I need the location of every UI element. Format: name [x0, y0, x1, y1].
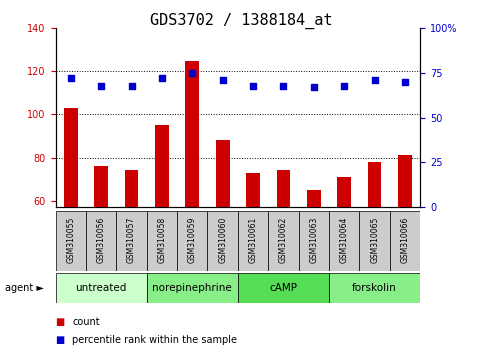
Bar — [359, 211, 390, 271]
Bar — [390, 211, 420, 271]
Point — [158, 75, 166, 81]
Bar — [208, 211, 238, 271]
Bar — [94, 166, 108, 330]
Text: GSM310058: GSM310058 — [157, 216, 167, 263]
Text: untreated: untreated — [75, 282, 127, 293]
Bar — [155, 125, 169, 330]
Text: GDS3702 / 1388184_at: GDS3702 / 1388184_at — [150, 12, 333, 29]
Bar — [298, 211, 329, 271]
Bar — [185, 61, 199, 330]
Bar — [368, 162, 382, 330]
Bar — [147, 273, 238, 303]
Text: ■: ■ — [56, 317, 65, 327]
Text: GSM310057: GSM310057 — [127, 216, 136, 263]
Bar — [125, 171, 138, 330]
Point — [128, 83, 135, 88]
Bar — [398, 155, 412, 330]
Text: ■: ■ — [56, 335, 65, 345]
Text: GSM310063: GSM310063 — [309, 216, 318, 263]
Bar — [56, 211, 86, 271]
Bar — [216, 140, 229, 330]
Text: GSM310056: GSM310056 — [97, 216, 106, 263]
Point — [310, 85, 318, 90]
Bar — [147, 211, 177, 271]
Point — [97, 83, 105, 88]
Bar — [307, 190, 321, 330]
Bar — [329, 273, 420, 303]
Bar — [329, 211, 359, 271]
Text: GSM310062: GSM310062 — [279, 216, 288, 263]
Bar — [177, 211, 208, 271]
Bar — [238, 273, 329, 303]
Point — [280, 83, 287, 88]
Text: count: count — [72, 317, 100, 327]
Point — [67, 75, 74, 81]
Text: GSM310065: GSM310065 — [370, 216, 379, 263]
Text: GSM310055: GSM310055 — [66, 216, 75, 263]
Text: GSM310066: GSM310066 — [400, 216, 410, 263]
Bar — [86, 211, 116, 271]
Bar — [238, 211, 268, 271]
Text: GSM310061: GSM310061 — [249, 216, 257, 263]
Bar — [338, 177, 351, 330]
Point — [249, 83, 257, 88]
Bar — [277, 171, 290, 330]
Point — [188, 70, 196, 76]
Point — [401, 79, 409, 85]
Point — [341, 83, 348, 88]
Text: percentile rank within the sample: percentile rank within the sample — [72, 335, 238, 345]
Point — [371, 77, 379, 83]
Text: cAMP: cAMP — [270, 282, 298, 293]
Bar — [246, 173, 260, 330]
Text: GSM310059: GSM310059 — [188, 216, 197, 263]
Bar — [268, 211, 298, 271]
Point — [219, 77, 227, 83]
Text: norepinephrine: norepinephrine — [153, 282, 232, 293]
Text: GSM310064: GSM310064 — [340, 216, 349, 263]
Text: GSM310060: GSM310060 — [218, 216, 227, 263]
Bar — [56, 273, 147, 303]
Bar — [64, 108, 78, 330]
Text: forskolin: forskolin — [352, 282, 397, 293]
Bar — [116, 211, 147, 271]
Text: agent ►: agent ► — [5, 282, 43, 293]
